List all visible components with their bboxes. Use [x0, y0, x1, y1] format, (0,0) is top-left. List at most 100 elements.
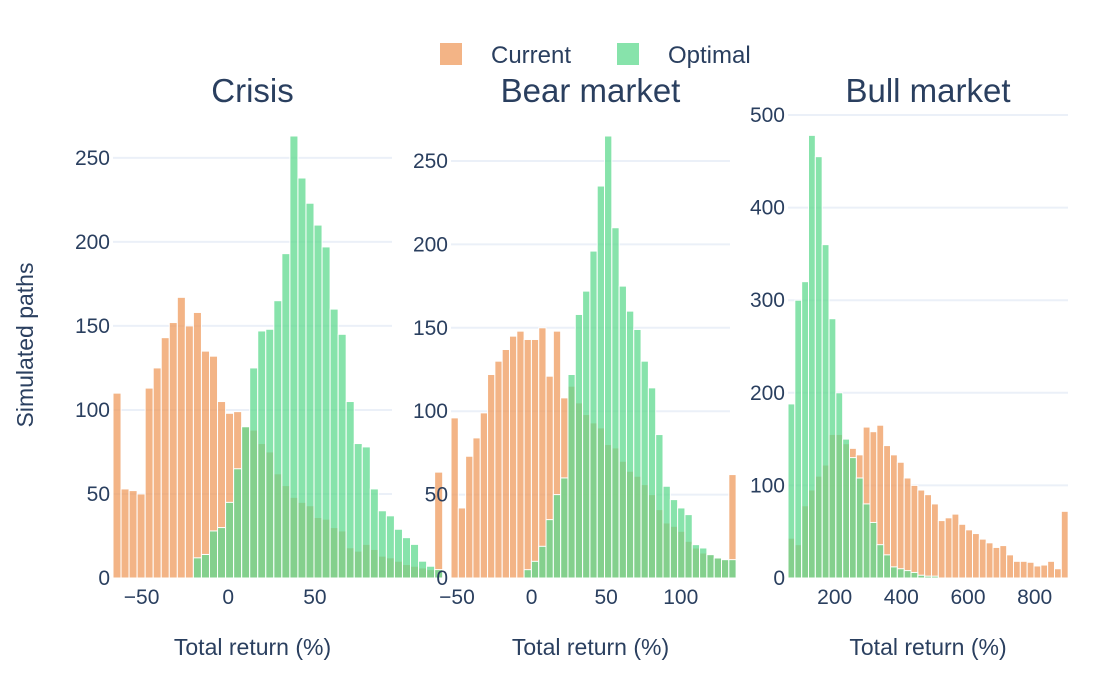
bar-current[interactable]: [1047, 560, 1055, 579]
bar-optimal[interactable]: [249, 367, 259, 579]
legend[interactable]: Current Optimal: [440, 42, 751, 69]
bar-optimal[interactable]: [713, 557, 722, 579]
bar-optimal[interactable]: [794, 299, 803, 579]
bar-optimal[interactable]: [233, 468, 243, 579]
bar-current[interactable]: [951, 513, 960, 579]
bar-current[interactable]: [1033, 565, 1042, 579]
bar-optimal[interactable]: [849, 457, 857, 579]
bar-optimal[interactable]: [567, 374, 576, 579]
bar-current[interactable]: [931, 503, 939, 579]
bar-optimal[interactable]: [574, 313, 584, 579]
bar-optimal[interactable]: [728, 559, 737, 579]
bar-current[interactable]: [494, 360, 503, 579]
bar-optimal[interactable]: [828, 318, 837, 579]
bar-current[interactable]: [128, 490, 138, 579]
bar-current[interactable]: [192, 311, 202, 579]
bar-optimal[interactable]: [545, 519, 554, 579]
bar-optimal[interactable]: [297, 177, 307, 579]
bar-optimal[interactable]: [896, 568, 905, 579]
bar-current[interactable]: [1054, 568, 1062, 579]
bar-current[interactable]: [972, 533, 980, 579]
bar-optimal[interactable]: [808, 134, 816, 579]
bar-optimal[interactable]: [393, 528, 403, 579]
bar-current[interactable]: [924, 494, 933, 579]
bar-optimal[interactable]: [313, 224, 323, 579]
bar-current[interactable]: [523, 338, 532, 579]
bar-current[interactable]: [917, 489, 926, 579]
bar-optimal[interactable]: [200, 553, 210, 579]
bar-current[interactable]: [937, 520, 946, 579]
bar-optimal[interactable]: [273, 300, 283, 579]
bar-optimal[interactable]: [801, 281, 810, 579]
bar-optimal[interactable]: [582, 290, 591, 579]
bar-optimal[interactable]: [410, 543, 420, 579]
bar-optimal[interactable]: [596, 185, 606, 579]
bar-current[interactable]: [120, 488, 130, 579]
bar-current[interactable]: [168, 322, 178, 579]
legend-item-optimal[interactable]: Optimal: [617, 42, 751, 69]
bar-current[interactable]: [152, 367, 162, 579]
bar-optimal[interactable]: [842, 438, 851, 579]
bar-optimal[interactable]: [337, 333, 347, 579]
bar-optimal[interactable]: [931, 575, 939, 579]
bar-optimal[interactable]: [523, 569, 532, 579]
bar-optimal[interactable]: [903, 570, 912, 579]
bar-optimal[interactable]: [821, 244, 830, 579]
bar-current[interactable]: [978, 538, 987, 579]
bar-optimal[interactable]: [869, 521, 878, 579]
bar-optimal[interactable]: [289, 135, 299, 579]
bar-current[interactable]: [516, 330, 525, 579]
bar-optimal[interactable]: [655, 434, 664, 579]
bar-optimal[interactable]: [321, 246, 331, 579]
bar-optimal[interactable]: [625, 310, 635, 579]
bar-optimal[interactable]: [192, 557, 202, 579]
bar-current[interactable]: [985, 542, 994, 579]
bar-optimal[interactable]: [377, 510, 387, 579]
bar-current[interactable]: [903, 477, 912, 579]
bar-current[interactable]: [992, 546, 1001, 579]
bar-optimal[interactable]: [401, 537, 412, 579]
bar-current[interactable]: [910, 484, 919, 579]
bar-optimal[interactable]: [418, 560, 428, 579]
bar-optimal[interactable]: [876, 544, 885, 579]
bar-optimal[interactable]: [677, 507, 686, 579]
bar-optimal[interactable]: [361, 446, 371, 579]
bar-current[interactable]: [1040, 564, 1049, 579]
bar-optimal[interactable]: [855, 477, 864, 579]
bar-optimal[interactable]: [684, 514, 693, 579]
bar-optimal[interactable]: [910, 571, 919, 579]
bar-optimal[interactable]: [345, 401, 355, 579]
bar-current[interactable]: [1006, 554, 1015, 579]
bar-current[interactable]: [530, 338, 540, 579]
bar-current[interactable]: [112, 392, 122, 579]
bar-optimal[interactable]: [662, 485, 671, 579]
bar-current[interactable]: [457, 507, 467, 579]
bar-optimal[interactable]: [353, 443, 363, 579]
bar-current[interactable]: [890, 454, 898, 579]
bar-current[interactable]: [1013, 560, 1021, 579]
bar-optimal[interactable]: [604, 135, 613, 579]
bar-current[interactable]: [479, 412, 489, 579]
bar-current[interactable]: [999, 545, 1008, 579]
bar-current[interactable]: [1026, 561, 1035, 579]
bar-optimal[interactable]: [305, 202, 315, 579]
bar-current[interactable]: [450, 417, 459, 579]
bar-optimal[interactable]: [369, 488, 379, 579]
bar-optimal[interactable]: [814, 156, 823, 579]
bar-optimal[interactable]: [538, 545, 547, 579]
bar-optimal[interactable]: [241, 426, 251, 579]
bar-current[interactable]: [136, 493, 146, 579]
bar-optimal[interactable]: [265, 328, 275, 579]
bar-optimal[interactable]: [699, 547, 708, 579]
bar-optimal[interactable]: [217, 527, 227, 579]
bar-optimal[interactable]: [924, 575, 933, 579]
bar-optimal[interactable]: [426, 565, 436, 579]
bar-optimal[interactable]: [281, 253, 291, 579]
bar-optimal[interactable]: [917, 574, 926, 579]
legend-item-current[interactable]: Current: [440, 42, 571, 69]
bar-current[interactable]: [160, 337, 170, 579]
bar-optimal[interactable]: [552, 494, 562, 579]
bar-optimal[interactable]: [385, 515, 395, 579]
bar-optimal[interactable]: [691, 544, 701, 579]
bar-optimal[interactable]: [530, 560, 540, 579]
